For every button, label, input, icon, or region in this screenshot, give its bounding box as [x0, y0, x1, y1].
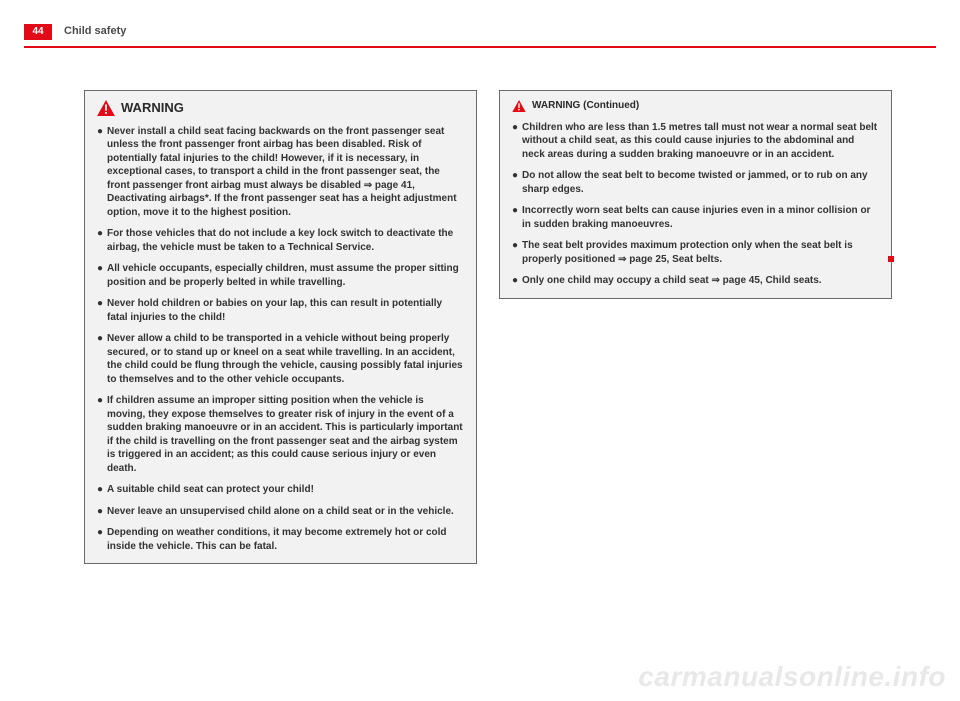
- warning-title-continued: WARNING (Continued): [532, 99, 639, 113]
- page-header: 44 Child safety: [0, 24, 960, 46]
- warning-bullet: ●Only one child may occupy a child seat …: [512, 274, 879, 288]
- warning-bullet-text: Never leave an unsupervised child alone …: [107, 505, 464, 519]
- warning-box-continued: WARNING (Continued) ●Children who are le…: [499, 90, 892, 299]
- warning-bullet: ●Never hold children or babies on your l…: [97, 297, 464, 324]
- warning-bullet: ●Incorrectly worn seat belts can cause i…: [512, 204, 879, 231]
- warning-bullet: ●Depending on weather conditions, it may…: [97, 526, 464, 553]
- header-divider: [24, 46, 936, 48]
- warning-bullet-text: Never allow a child to be transported in…: [107, 332, 464, 386]
- warning-bullet-text: For those vehicles that do not include a…: [107, 227, 464, 254]
- warning-triangle-icon: [97, 100, 115, 116]
- content-columns: WARNING ●Never install a child seat faci…: [84, 90, 892, 564]
- warning-bullet-text: Do not allow the seat belt to become twi…: [522, 169, 879, 196]
- warning-title: WARNING: [121, 99, 184, 117]
- warning-bullet: ●Never install a child seat facing backw…: [97, 125, 464, 220]
- warning-bullet-text: Children who are less than 1.5 metres ta…: [522, 121, 879, 162]
- section-title: Child safety: [64, 25, 126, 37]
- warning-bullet: ●Do not allow the seat belt to become tw…: [512, 169, 879, 196]
- watermark-text: carmanualsonline.info: [638, 661, 946, 693]
- warning-bullet-text: Depending on weather conditions, it may …: [107, 526, 464, 553]
- warning-bullet-text: The seat belt provides maximum protectio…: [522, 239, 879, 266]
- warning-bullet-text: Never install a child seat facing backwa…: [107, 125, 464, 220]
- warning-box-main: WARNING ●Never install a child seat faci…: [84, 90, 477, 564]
- warning-bullet: ●If children assume an improper sitting …: [97, 394, 464, 475]
- left-column: WARNING ●Never install a child seat faci…: [84, 90, 477, 564]
- warning-bullet: ●Never allow a child to be transported i…: [97, 332, 464, 386]
- warning-bullet-text: Never hold children or babies on your la…: [107, 297, 464, 324]
- right-column: WARNING (Continued) ●Children who are le…: [499, 90, 892, 564]
- warning-header: WARNING: [97, 99, 464, 117]
- warning-bullet-text: A suitable child seat can protect your c…: [107, 483, 464, 497]
- warning-bullet: ●All vehicle occupants, especially child…: [97, 262, 464, 289]
- warning-triangle-icon: [512, 100, 526, 112]
- warning-bullet-text: If children assume an improper sitting p…: [107, 394, 464, 475]
- warning-bullet-text: Only one child may occupy a child seat ⇒…: [522, 274, 879, 288]
- warning-bullet: ●A suitable child seat can protect your …: [97, 483, 464, 497]
- warning-bullet: ●Never leave an unsupervised child alone…: [97, 505, 464, 519]
- warning-bullet-text: All vehicle occupants, especially childr…: [107, 262, 464, 289]
- section-end-marker: [888, 256, 894, 262]
- warning-header-continued: WARNING (Continued): [512, 99, 879, 113]
- warning-bullet: ●Children who are less than 1.5 metres t…: [512, 121, 879, 162]
- manual-page: 44 Child safety WARNING ●Never insta: [0, 0, 960, 701]
- warning-bullet-text: Incorrectly worn seat belts can cause in…: [522, 204, 879, 231]
- warning-bullet: ●The seat belt provides maximum protecti…: [512, 239, 879, 266]
- page-number: 44: [24, 24, 52, 40]
- warning-bullet: ●For those vehicles that do not include …: [97, 227, 464, 254]
